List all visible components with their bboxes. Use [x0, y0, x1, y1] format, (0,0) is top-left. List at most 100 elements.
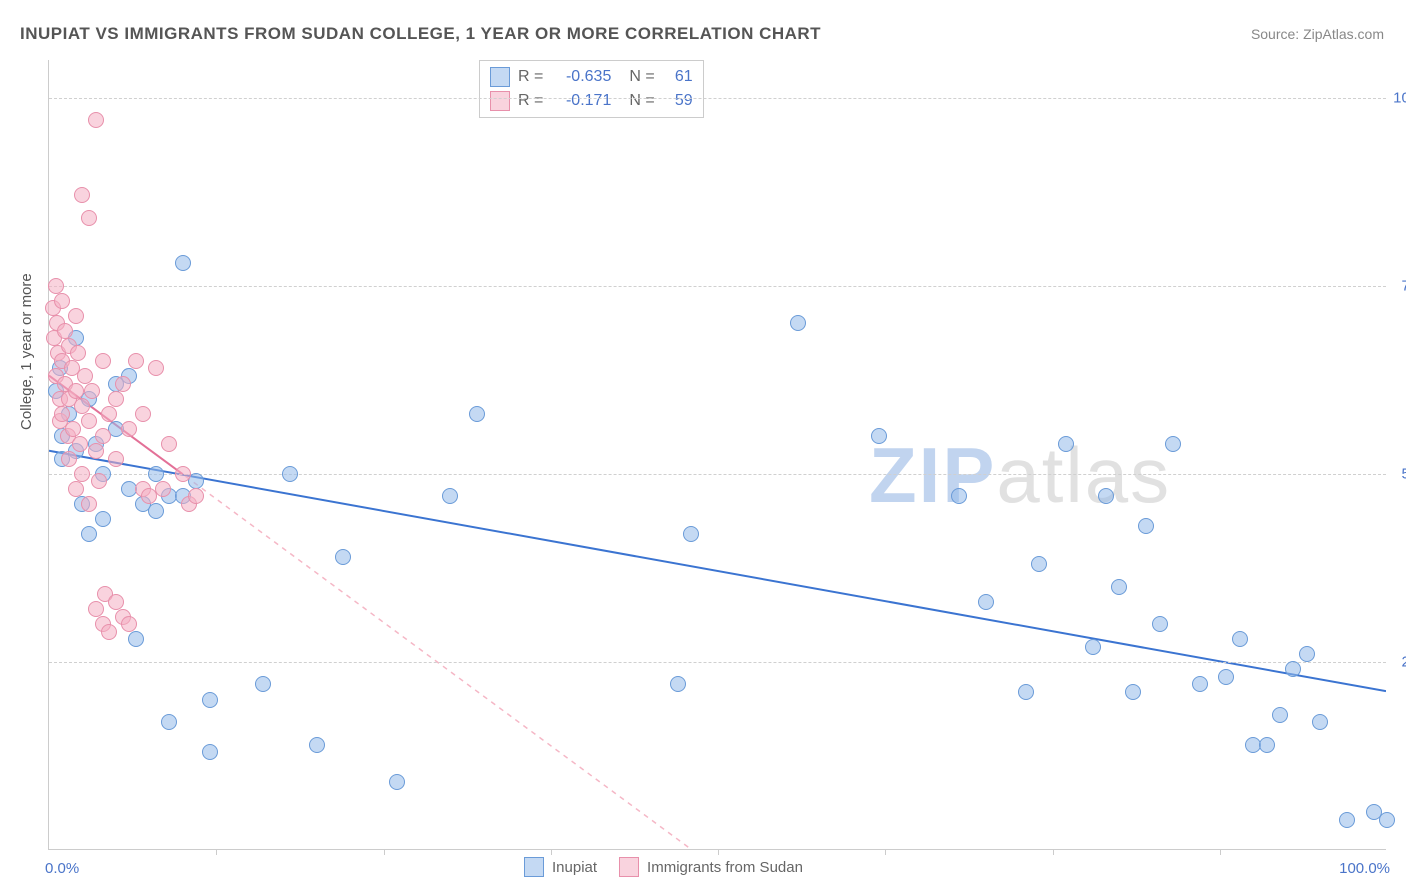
scatter-point — [108, 451, 124, 467]
legend-series: Inupiat Immigrants from Sudan — [524, 857, 803, 877]
scatter-point — [1125, 684, 1141, 700]
scatter-point — [1218, 669, 1234, 685]
scatter-point — [88, 601, 104, 617]
xaxis-tick — [885, 849, 886, 855]
scatter-point — [81, 413, 97, 429]
xaxis-tick — [718, 849, 719, 855]
xaxis-tick — [216, 849, 217, 855]
scatter-point — [74, 187, 90, 203]
legend-series-item: Inupiat — [524, 857, 597, 877]
legend-swatch — [490, 91, 510, 111]
legend-swatch — [619, 857, 639, 877]
scatter-point — [72, 436, 88, 452]
gridline — [49, 662, 1386, 663]
scatter-point — [77, 368, 93, 384]
legend-series-label: Immigrants from Sudan — [647, 859, 803, 876]
chart-source: Source: ZipAtlas.com — [1251, 26, 1384, 42]
scatter-point — [1379, 812, 1395, 828]
scatter-point — [161, 436, 177, 452]
xaxis-tick — [551, 849, 552, 855]
scatter-point — [871, 428, 887, 444]
legend-r-label: R = — [518, 68, 543, 86]
scatter-point — [389, 774, 405, 790]
scatter-point — [670, 676, 686, 692]
scatter-point — [1098, 488, 1114, 504]
scatter-point — [442, 488, 458, 504]
scatter-point — [1272, 707, 1288, 723]
yaxis-title: College, 1 year or more — [18, 273, 35, 430]
watermark: ZIPatlas — [869, 430, 1171, 521]
scatter-point — [1192, 676, 1208, 692]
scatter-point — [84, 383, 100, 399]
scatter-point — [1111, 579, 1127, 595]
scatter-point — [1031, 556, 1047, 572]
scatter-point — [255, 676, 271, 692]
scatter-point — [148, 360, 164, 376]
trend-line — [49, 451, 1386, 691]
trend-line — [49, 376, 691, 849]
scatter-point — [469, 406, 485, 422]
gridline — [49, 98, 1386, 99]
yaxis-tick-label: 25.0% — [1401, 653, 1406, 670]
scatter-point — [135, 406, 151, 422]
chart-title: INUPIAT VS IMMIGRANTS FROM SUDAN COLLEGE… — [20, 24, 821, 44]
scatter-point — [1285, 661, 1301, 677]
legend-swatch — [524, 857, 544, 877]
scatter-point — [335, 549, 351, 565]
scatter-point — [202, 692, 218, 708]
scatter-point — [309, 737, 325, 753]
legend-n-label: N = — [629, 92, 654, 110]
legend-row: R = -0.171 N = 59 — [490, 89, 693, 113]
scatter-point — [54, 406, 70, 422]
scatter-point — [68, 383, 84, 399]
scatter-point — [128, 631, 144, 647]
watermark-atlas: atlas — [996, 431, 1171, 519]
legend-r-value: -0.171 — [551, 92, 611, 110]
legend-r-value: -0.635 — [551, 68, 611, 86]
scatter-point — [1339, 812, 1355, 828]
scatter-point — [121, 616, 137, 632]
trendlines-svg — [49, 60, 1386, 849]
scatter-point — [1018, 684, 1034, 700]
legend-correlation: R = -0.635 N = 61 R = -0.171 N = 59 — [479, 60, 704, 118]
legend-r-label: R = — [518, 92, 543, 110]
xaxis-label-min: 0.0% — [45, 860, 79, 877]
watermark-zip: ZIP — [869, 431, 996, 519]
scatter-point — [148, 503, 164, 519]
scatter-point — [202, 744, 218, 760]
xaxis-tick — [1053, 849, 1054, 855]
scatter-point — [128, 353, 144, 369]
scatter-point — [81, 210, 97, 226]
scatter-point — [1312, 714, 1328, 730]
scatter-point — [95, 353, 111, 369]
scatter-point — [65, 421, 81, 437]
scatter-point — [188, 488, 204, 504]
legend-row: R =-0.635N =61 — [490, 65, 693, 89]
scatter-point — [57, 323, 73, 339]
scatter-point — [951, 488, 967, 504]
legend-n-value: 61 — [663, 68, 693, 86]
scatter-point — [81, 496, 97, 512]
legend-series-item: Immigrants from Sudan — [619, 857, 803, 877]
yaxis-tick-label: 75.0% — [1401, 277, 1406, 294]
gridline — [49, 474, 1386, 475]
scatter-point — [101, 624, 117, 640]
scatter-point — [88, 443, 104, 459]
scatter-point — [683, 526, 699, 542]
scatter-point — [1152, 616, 1168, 632]
scatter-point — [148, 466, 164, 482]
scatter-point — [68, 481, 84, 497]
scatter-point — [121, 421, 137, 437]
scatter-point — [175, 466, 191, 482]
scatter-point — [95, 511, 111, 527]
legend-n-value: 59 — [663, 92, 693, 110]
scatter-point — [61, 451, 77, 467]
scatter-point — [70, 345, 86, 361]
xaxis-tick — [384, 849, 385, 855]
scatter-point — [790, 315, 806, 331]
scatter-point — [1299, 646, 1315, 662]
scatter-point — [54, 293, 70, 309]
scatter-point — [101, 406, 117, 422]
scatter-point — [1165, 436, 1181, 452]
gridline — [49, 286, 1386, 287]
